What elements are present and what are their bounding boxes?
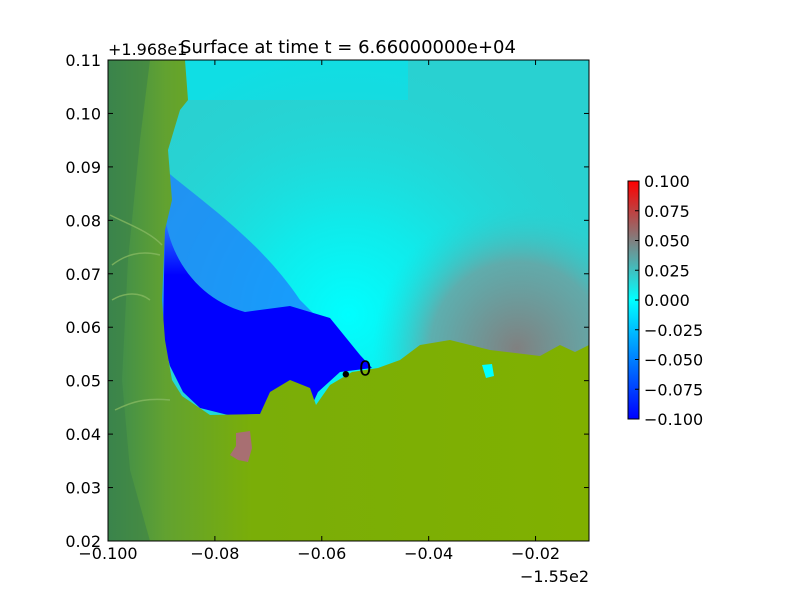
y-tick-label: 0.11: [65, 51, 101, 70]
y-tick-label: 0.08: [65, 211, 101, 230]
x-tick-label: −0.100: [78, 544, 137, 563]
colorbar-tick-label: −0.100: [644, 410, 703, 429]
colorbar-tick-label: −0.075: [644, 380, 703, 399]
colorbar-tick-label: −0.050: [644, 351, 703, 370]
colorbar-tick-label: 0.000: [644, 291, 690, 310]
gauge-marker: [342, 371, 350, 378]
y-tick-label: 0.03: [65, 479, 101, 498]
colorbar-tick-label: 0.100: [644, 172, 690, 191]
dark-ridge: [108, 60, 150, 541]
river-channel-2: [111, 252, 161, 266]
deep-blue-bay: [163, 215, 372, 415]
y-tick-label: 0.10: [65, 104, 101, 123]
chart-title: Surface at time t = 6.66000000e+04: [180, 37, 516, 58]
y-tick-label: 0.05: [65, 372, 101, 391]
y-tick-label: 0.06: [65, 318, 101, 337]
y-tick-label: 0.02: [65, 532, 101, 551]
gauge-label: 0: [359, 356, 372, 380]
heatmap-field: [108, 60, 589, 541]
y-offset-label: +1.968e1: [108, 40, 187, 59]
y-axis: 0.02 0.03 0.04 0.05 0.06 0.07 0.08 0.09 0.10 0.11: [65, 51, 589, 551]
colorbar-tick-label: −0.025: [644, 321, 703, 340]
y-tick-label: 0.09: [65, 158, 101, 177]
land-mass: [108, 60, 589, 541]
river-channel-4: [114, 398, 171, 411]
colorbar-tick-label: 0.025: [644, 261, 690, 280]
plot-frame: [107, 59, 590, 542]
x-tick-label: −0.04: [404, 544, 453, 563]
colorbar-tick-label: 0.050: [644, 232, 690, 251]
shore-lagoon: [482, 364, 494, 378]
x-tick-label: −0.06: [297, 544, 346, 563]
inland-pond: [230, 431, 252, 462]
river-channel-3: [111, 293, 151, 301]
colorbar-tick-label: 0.075: [644, 202, 690, 221]
y-tick-label: 0.04: [65, 425, 101, 444]
x-tick-label: −0.02: [511, 544, 560, 563]
colorbar-ticks: 0.100 0.075 0.050 0.025 0.000 −0.025 −0.050 −0.…: [635, 172, 703, 429]
y-tick-label: 0.07: [65, 265, 101, 284]
x-axis: −0.100 −0.08 −0.06 −0.04 −0.02: [78, 60, 560, 563]
river-channel-1: [109, 214, 163, 246]
x-tick-label: −0.08: [190, 544, 239, 563]
x-offset-label: −1.55e2: [520, 567, 589, 586]
